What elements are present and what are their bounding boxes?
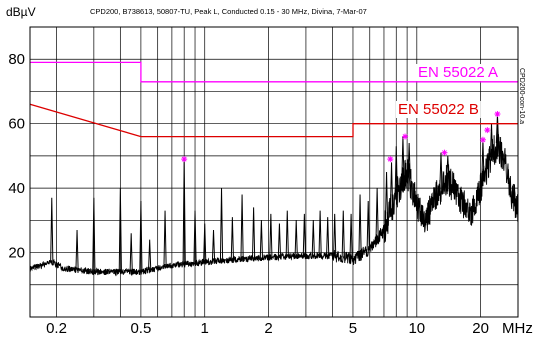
- harmonic-peak: [118, 188, 122, 272]
- peak-marker: [387, 156, 394, 163]
- harmonic-peak: [318, 210, 322, 256]
- harmonic-peak: [193, 210, 197, 264]
- harmonic-peak: [439, 152, 443, 189]
- x-tick-label: 20: [472, 320, 489, 337]
- y-tick-label: 80: [8, 51, 25, 68]
- peak-marker: [181, 156, 188, 163]
- harmonic-peak: [148, 239, 152, 271]
- harmonic-peak: [75, 229, 79, 271]
- harmonic-peak: [446, 155, 450, 179]
- limit-b-label: EN 55022 B: [398, 101, 479, 118]
- harmonic-peak: [394, 146, 398, 195]
- y-tick-label: 40: [8, 180, 25, 197]
- x-tick-label: 0.2: [46, 320, 67, 337]
- limit-labels: EN 55022 A EN 55022 B: [396, 64, 501, 118]
- limit-label-background: [396, 101, 481, 118]
- limit-a-label: EN 55022 A: [418, 64, 498, 81]
- side-code-label: CPD200-con-10.a: [518, 68, 525, 124]
- peak-marker: [484, 127, 491, 134]
- x-axis-label: MHz: [502, 320, 533, 337]
- peak-marker: [494, 111, 501, 117]
- harmonic-peak: [326, 217, 330, 256]
- x-tick-label: 0.5: [130, 320, 151, 337]
- chart-title: CPD200, B738613, 50807-TU, Peak L, Condu…: [90, 7, 367, 16]
- harmonic-peak: [240, 194, 244, 260]
- harmonic-peak: [349, 213, 353, 259]
- y-tick-label: 20: [8, 245, 25, 262]
- harmonic-peak: [277, 223, 282, 257]
- harmonic-peak: [358, 194, 362, 255]
- limit-label-background: [416, 64, 501, 81]
- harmonic-peak: [407, 142, 411, 179]
- harmonic-peak: [203, 223, 207, 263]
- x-tick-labels: 0.2 0.5 1 2 5 10 20: [46, 320, 489, 337]
- limit-line-en55022-b: [29, 103, 518, 138]
- harmonic-peak: [269, 213, 273, 258]
- harmonic-peak: [163, 210, 167, 267]
- y-tick-label: 60: [8, 116, 25, 133]
- harmonic-peak: [333, 213, 337, 257]
- plot-area: [29, 61, 519, 277]
- harmonic-peak: [219, 188, 224, 261]
- harmonic-peak: [230, 217, 234, 260]
- harmonic-peak: [211, 229, 216, 262]
- y-tick-labels: 20 40 60 80: [8, 51, 25, 261]
- harmonic-peak: [285, 210, 289, 257]
- y-axis-label: dBµV: [6, 5, 36, 19]
- x-tick-label: 5: [349, 320, 357, 337]
- x-tick-label: 10: [408, 320, 425, 337]
- harmonic-peak: [366, 200, 370, 251]
- harmonic-peak: [294, 220, 298, 257]
- peak-marker: [402, 133, 409, 140]
- harmonic-peak: [139, 200, 143, 272]
- peak-marker: [441, 149, 448, 156]
- harmonic-peak: [50, 197, 54, 263]
- limit-line-en55022-a: [30, 61, 518, 83]
- harmonic-peak: [302, 213, 306, 256]
- harmonic-peak: [129, 233, 133, 272]
- x-tick-label: 2: [264, 320, 272, 337]
- harmonic-peak: [384, 171, 389, 223]
- peak-marker: [479, 136, 486, 143]
- x-tick-label: 1: [201, 320, 209, 337]
- harmonic-peak: [375, 188, 379, 240]
- harmonic-peak: [251, 207, 256, 259]
- harmonic-peak: [389, 162, 394, 209]
- harmonic-peak: [92, 197, 96, 272]
- plot-frame: [29, 26, 519, 318]
- harmonic-peak: [259, 220, 263, 258]
- harmonic-peak: [341, 210, 345, 258]
- harmonic-peak: [311, 220, 315, 256]
- measurement-trace: [29, 127, 519, 277]
